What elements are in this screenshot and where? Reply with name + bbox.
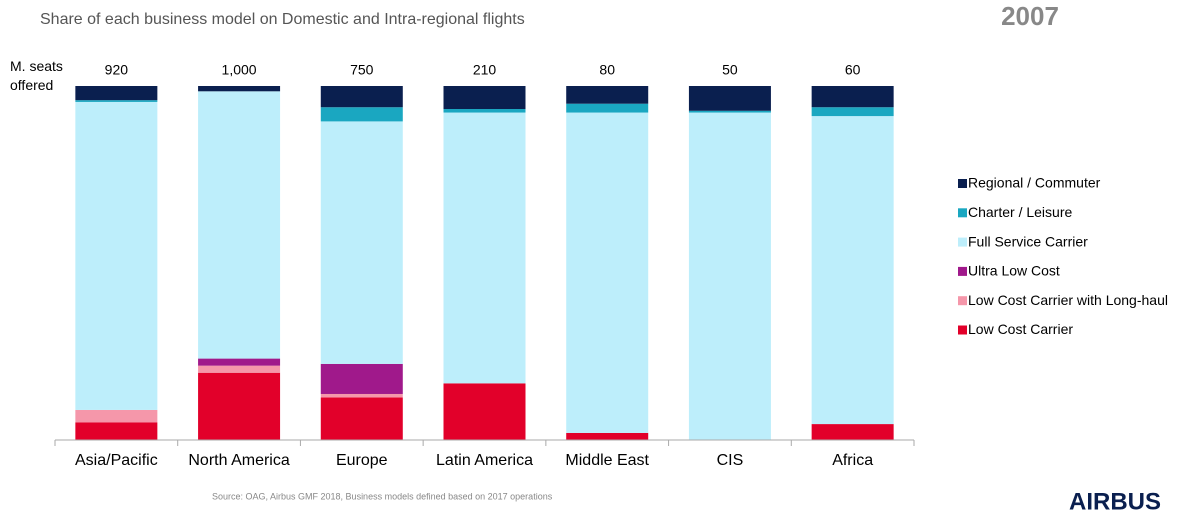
bar-segment	[75, 86, 158, 101]
bar-segment	[566, 432, 649, 440]
bar-segment	[688, 112, 771, 441]
x-tick-label: Europe	[336, 452, 388, 469]
legend-label: Ultra Low Cost	[968, 263, 1060, 279]
bar-segment	[320, 393, 403, 398]
total-label: 750	[350, 62, 374, 78]
legend-swatch	[958, 325, 967, 335]
x-tick-label: Middle East	[565, 452, 649, 469]
bar-segment	[811, 116, 894, 425]
bar-segment	[75, 100, 158, 102]
x-tick-label: Africa	[832, 452, 873, 469]
x-tick-label: Latin America	[436, 452, 533, 469]
totals-title: M. seats offered	[10, 58, 63, 93]
bar-segment	[75, 101, 158, 410]
bar-segment	[320, 397, 403, 440]
bar-segment	[566, 103, 649, 113]
bar-segment	[566, 86, 649, 104]
bar-segment	[811, 86, 894, 108]
x-tick-label: Asia/Pacific	[75, 452, 158, 469]
total-label: 60	[845, 62, 861, 78]
bar-segment	[75, 409, 158, 423]
legend-swatch	[958, 237, 967, 247]
bar-segment	[198, 91, 281, 359]
bar-segment	[811, 107, 894, 117]
bar-segment	[320, 121, 403, 364]
bar-segment	[320, 107, 403, 122]
bar-segment	[688, 110, 771, 113]
bar-segment	[443, 112, 526, 384]
source: Source: OAG, Airbus GMF 2018, Business m…	[212, 491, 553, 501]
legend-label: Full Service Carrier	[968, 233, 1088, 249]
legend-label: Low Cost Carrier	[968, 321, 1073, 337]
year: 2007	[1001, 1, 1059, 31]
legend-swatch	[958, 296, 967, 306]
legend-swatch	[958, 208, 967, 218]
x-tick-label: CIS	[717, 452, 744, 469]
bar-segment	[443, 109, 526, 113]
bar-segment	[75, 422, 158, 440]
bar-segment	[443, 383, 526, 440]
legend-label: Charter / Leisure	[968, 204, 1072, 220]
chart-title: Share of each business model on Domestic…	[40, 11, 525, 28]
legend-label: Regional / Commuter	[968, 175, 1101, 191]
total-label: 920	[105, 62, 129, 78]
x-tick-label: North America	[188, 452, 289, 469]
legend-label: Low Cost Carrier with Long-haul	[968, 292, 1168, 308]
total-label: 80	[599, 62, 615, 78]
bar-segment	[320, 86, 403, 108]
logo: AIRBUS	[1069, 488, 1161, 515]
total-label: 50	[722, 62, 738, 78]
total-label: 1,000	[222, 62, 257, 78]
bar-segment	[566, 112, 649, 433]
bar-segment	[198, 86, 281, 92]
bar-segment	[320, 363, 403, 394]
legend-swatch	[958, 266, 967, 276]
bar-segment	[198, 372, 281, 440]
bar-segment	[198, 365, 281, 373]
bar-segment	[688, 86, 771, 111]
legend-swatch	[958, 179, 967, 188]
bar-segment	[811, 424, 894, 440]
total-label: 210	[473, 62, 497, 78]
bar-segment	[443, 86, 526, 110]
bar-segment	[198, 358, 281, 366]
